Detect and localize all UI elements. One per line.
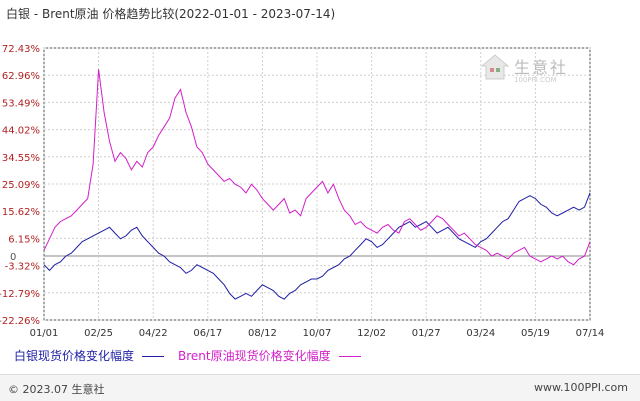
grid-layer xyxy=(43,47,591,321)
y-tick-label: -22.26% xyxy=(0,316,40,327)
tick-layer: 72.43% 62.96% 53.49% 44.02% 34.55% 25.09% 15.6… xyxy=(0,44,604,339)
x-tick-label: 12/02 xyxy=(357,328,386,339)
x-tick-label: 07/14 xyxy=(576,328,605,339)
watermark-sub: 100PPI.COM xyxy=(514,76,557,84)
y-tick-label: -3.32% xyxy=(5,262,40,273)
x-tick-label: 10/07 xyxy=(303,328,332,339)
y-tick-label: 72.43% xyxy=(2,44,40,55)
x-tick-label: 01/27 xyxy=(412,328,441,339)
watermark-text: 生意社 xyxy=(514,58,569,77)
legend-silver-label: 白银现货价格变化幅度 xyxy=(14,349,135,363)
y-tick-label: 6.15% xyxy=(8,234,40,245)
x-tick-label: 05/19 xyxy=(521,328,550,339)
zero-label: 0 xyxy=(10,252,16,263)
x-tick-label: 01/01 xyxy=(30,328,59,339)
footer-copyright: © 2023.07 生意社 xyxy=(8,383,105,396)
x-tick-label: 06/17 xyxy=(193,328,222,339)
x-tick-label: 08/12 xyxy=(248,328,277,339)
y-tick-label: -12.79% xyxy=(0,289,40,300)
y-tick-label: 25.09% xyxy=(2,180,40,191)
x-tick-label: 04/22 xyxy=(139,328,168,339)
footer: © 2023.07 生意社 www.100PPI.com xyxy=(0,374,640,401)
x-tick-label: 02/25 xyxy=(84,328,113,339)
y-tick-label: 62.96% xyxy=(2,71,40,82)
legend-brent-label: Brent原油现货价格变化幅度 xyxy=(178,349,331,363)
y-tick-label: 44.02% xyxy=(2,126,40,137)
house-icon xyxy=(480,54,510,80)
y-tick-label: 53.49% xyxy=(2,98,40,109)
chart-title: 白银 - Brent原油 价格趋势比较(2022-01-01 - 2023-07… xyxy=(6,7,336,21)
x-tick-label: 03/24 xyxy=(466,328,495,339)
y-tick-label: 34.55% xyxy=(2,153,40,164)
legend-brent-swatch xyxy=(338,356,361,357)
series-brent-line xyxy=(43,69,591,266)
footer-site-link[interactable]: www.100PPI.com xyxy=(534,381,628,394)
legend-silver-swatch xyxy=(142,356,165,357)
legend: 白银现货价格变化幅度 Brent原油现货价格变化幅度 xyxy=(14,347,375,364)
y-tick-label: 15.62% xyxy=(2,207,40,218)
watermark-logo: 生意社 100PPI.COM xyxy=(480,52,590,92)
series-silver-line xyxy=(43,192,591,300)
series-layer xyxy=(43,69,591,300)
chart-plot: 72.43% 62.96% 53.49% 44.02% 34.55% 25.09% 15.6… xyxy=(0,44,604,339)
